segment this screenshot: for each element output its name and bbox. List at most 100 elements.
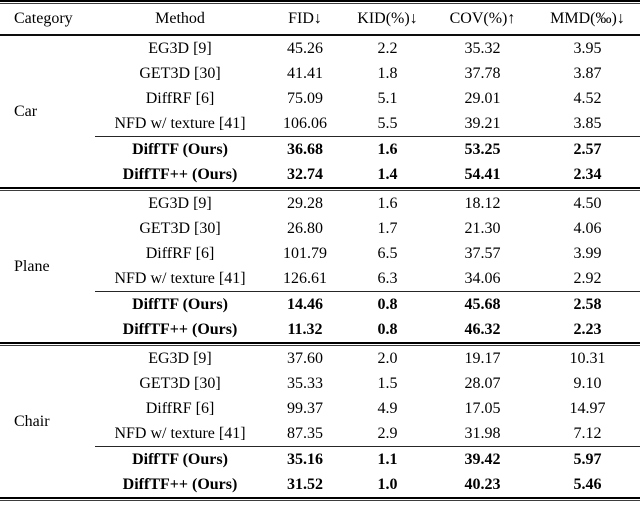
- kid-cell: 2.9: [377, 424, 398, 442]
- cov-cell: 53.25: [430, 136, 535, 162]
- mmd-cell: 2.57: [535, 136, 640, 162]
- method-cell: DiffTF++ (Ours): [122, 165, 238, 183]
- table-row: GET3D [30] 41.41 1.8 37.78 3.87: [0, 61, 640, 86]
- mmd-cell: 2.58: [535, 291, 640, 317]
- method-cell: EG3D [9]: [148, 349, 212, 367]
- table-row: NFD w/ texture [41] 126.61 6.3 34.06 2.9…: [0, 266, 640, 292]
- cov-cell: 35.32: [464, 39, 501, 57]
- fid-cell: 35.33: [287, 374, 323, 392]
- table-row-ours: DiffTF++ (Ours) 32.74 1.4 54.41 2.34: [0, 162, 640, 187]
- method-cell: DiffTF++ (Ours): [122, 320, 238, 338]
- method-cell: NFD w/ texture [41]: [114, 269, 246, 287]
- table-row: NFD w/ texture [41] 106.06 5.5 39.21 3.8…: [0, 111, 640, 137]
- mmd-cell: 2.23: [573, 320, 602, 338]
- mmd-cell: 3.87: [573, 64, 602, 82]
- table-row: Plane EG3D [9] 29.28 1.6 18.12 4.50: [0, 191, 640, 275]
- kid-cell: 5.5: [377, 114, 398, 132]
- mmd-cell: 9.10: [573, 374, 602, 392]
- kid-cell: 1.8: [377, 64, 398, 82]
- fid-cell: 45.26: [287, 39, 323, 57]
- cov-cell: 39.21: [464, 114, 501, 132]
- cov-cell: 34.06: [464, 269, 501, 287]
- header-method: Method: [155, 10, 205, 27]
- table-header: Category Method FID↓ KID(%)↓ COV(%)↑ MMD…: [0, 4, 640, 34]
- method-cell: DiffTF (Ours): [95, 446, 265, 472]
- fid-cell: 87.35: [287, 424, 323, 442]
- mmd-cell: 4.06: [573, 219, 602, 237]
- cov-cell: 28.07: [464, 374, 501, 392]
- cov-cell: 31.98: [464, 424, 501, 442]
- kid-cell: 4.9: [377, 399, 398, 417]
- kid-cell: 6.5: [377, 244, 398, 262]
- method-cell: GET3D [30]: [139, 219, 221, 237]
- method-cell: DiffRF [6]: [145, 244, 215, 262]
- method-cell: DiffTF++ (Ours): [122, 475, 238, 493]
- cov-cell: 19.17: [464, 349, 501, 367]
- header-row: Category Method FID↓ KID(%)↓ COV(%)↑ MMD…: [0, 4, 640, 34]
- fid-cell: 14.46: [265, 291, 345, 317]
- cov-cell: 37.78: [464, 64, 501, 82]
- table-row-ours: DiffTF (Ours) 35.16 1.1 39.42 5.97: [0, 446, 640, 472]
- category-cell: Chair: [14, 412, 50, 430]
- fid-cell: 11.32: [287, 320, 323, 338]
- table-row: GET3D [30] 35.33 1.5 28.07 9.10: [0, 371, 640, 396]
- header-category: Category: [14, 10, 73, 27]
- category-cell: Car: [14, 102, 38, 120]
- table-row: Car EG3D [9] 45.26 2.2 35.32 3.95: [0, 36, 640, 120]
- kid-cell: 1.6: [377, 194, 398, 212]
- section-divider: [0, 342, 640, 346]
- category-cell: Plane: [14, 257, 50, 275]
- mmd-cell: 5.97: [535, 446, 640, 472]
- mmd-cell: 7.12: [573, 424, 602, 442]
- fid-cell: 75.09: [287, 89, 323, 107]
- kid-cell: 2.0: [377, 349, 398, 367]
- fid-cell: 35.16: [265, 446, 345, 472]
- fid-cell: 106.06: [283, 114, 327, 132]
- kid-cell: 1.0: [377, 475, 398, 493]
- header-cov: COV(%)↑: [449, 10, 516, 27]
- mmd-cell: 3.95: [573, 39, 602, 57]
- method-cell: DiffRF [6]: [145, 399, 215, 417]
- table-row: Chair EG3D [9] 37.60 2.0 19.17 10.31: [0, 346, 640, 430]
- method-cell: GET3D [30]: [139, 64, 221, 82]
- section-car: Car EG3D [9] 45.26 2.2 35.32 3.95 GET3D …: [0, 36, 640, 187]
- method-cell: DiffRF [6]: [145, 89, 215, 107]
- fid-cell: 36.68: [265, 136, 345, 162]
- fid-cell: 26.80: [287, 219, 323, 237]
- kid-cell: 2.2: [377, 39, 398, 57]
- cov-cell: 17.05: [464, 399, 501, 417]
- fid-cell: 32.74: [287, 165, 323, 183]
- kid-cell: 6.3: [377, 269, 398, 287]
- cov-cell: 54.41: [464, 165, 501, 183]
- cov-cell: 18.12: [464, 194, 501, 212]
- table-row-ours: DiffTF (Ours) 36.68 1.6 53.25 2.57: [0, 136, 640, 162]
- mmd-cell: 3.85: [573, 114, 602, 132]
- kid-cell: 1.6: [345, 136, 430, 162]
- cov-cell: 40.23: [464, 475, 501, 493]
- cov-cell: 45.68: [430, 291, 535, 317]
- fid-cell: 37.60: [287, 349, 323, 367]
- mmd-cell: 5.46: [573, 475, 602, 493]
- table-row: DiffRF [6] 99.37 4.9 17.05 14.97: [0, 396, 640, 421]
- mmd-cell: 2.34: [573, 165, 602, 183]
- kid-cell: 1.5: [377, 374, 398, 392]
- mmd-cell: 10.31: [569, 349, 606, 367]
- cov-cell: 37.57: [464, 244, 501, 262]
- section-divider: [0, 187, 640, 191]
- table-bottom-rule: [0, 497, 640, 501]
- cov-cell: 46.32: [464, 320, 501, 338]
- method-cell: GET3D [30]: [139, 374, 221, 392]
- kid-cell: 0.8: [345, 291, 430, 317]
- table-row: DiffRF [6] 75.09 5.1 29.01 4.52: [0, 86, 640, 111]
- kid-cell: 5.1: [377, 89, 398, 107]
- mmd-cell: 4.50: [573, 194, 602, 212]
- table-row-ours: DiffTF (Ours) 14.46 0.8 45.68 2.58: [0, 291, 640, 317]
- table-row: NFD w/ texture [41] 87.35 2.9 31.98 7.12: [0, 421, 640, 447]
- method-cell: DiffTF (Ours): [95, 291, 265, 317]
- section-chair: Chair EG3D [9] 37.60 2.0 19.17 10.31 GET…: [0, 346, 640, 497]
- fid-cell: 101.79: [283, 244, 327, 262]
- kid-cell: 1.4: [377, 165, 398, 183]
- kid-cell: 0.8: [377, 320, 398, 338]
- table-row: DiffRF [6] 101.79 6.5 37.57 3.99: [0, 241, 640, 266]
- method-cell: NFD w/ texture [41]: [114, 424, 246, 442]
